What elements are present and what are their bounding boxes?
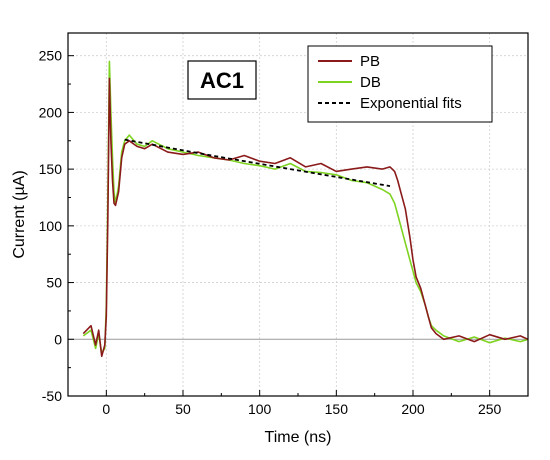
y-tick-label: -50 xyxy=(42,388,62,404)
x-tick-labels: 0 50 100 150 200 250 xyxy=(102,401,501,417)
legend-label-exponential-fits: Exponential fits xyxy=(360,95,462,112)
x-tick-label: 100 xyxy=(248,401,272,417)
legend: PB DB Exponential fits xyxy=(307,45,493,123)
annotation-box: AC1 xyxy=(187,60,257,100)
y-tick-label: 50 xyxy=(46,275,62,291)
y-tick-label: 250 xyxy=(39,48,63,64)
x-tick-label: 200 xyxy=(401,401,425,417)
x-tick-label: 150 xyxy=(325,401,349,417)
legend-label-db: DB xyxy=(360,74,381,91)
series-line-exponential-fits xyxy=(124,138,391,187)
y-tick-labels: -50 0 50 100 150 200 250 xyxy=(39,48,63,404)
x-axis-label: Time (ns) xyxy=(265,429,332,446)
y-tick-label: 0 xyxy=(54,331,62,347)
series-line-pb xyxy=(82,77,529,358)
y-tick-label: 200 xyxy=(39,104,63,120)
x-tick-label: 0 xyxy=(102,401,110,417)
legend-label-pb: PB xyxy=(360,53,380,70)
legend-box xyxy=(307,45,493,123)
y-tick-label: 100 xyxy=(39,218,63,234)
axis-ticks xyxy=(67,55,529,397)
y-axis-label: Current (µA) xyxy=(11,170,28,258)
y-tick-label: 150 xyxy=(39,161,63,177)
x-tick-label: 50 xyxy=(175,401,191,417)
x-tick-label: 250 xyxy=(478,401,502,417)
series-layer xyxy=(82,60,529,358)
annotation-label: AC1 xyxy=(200,68,244,93)
